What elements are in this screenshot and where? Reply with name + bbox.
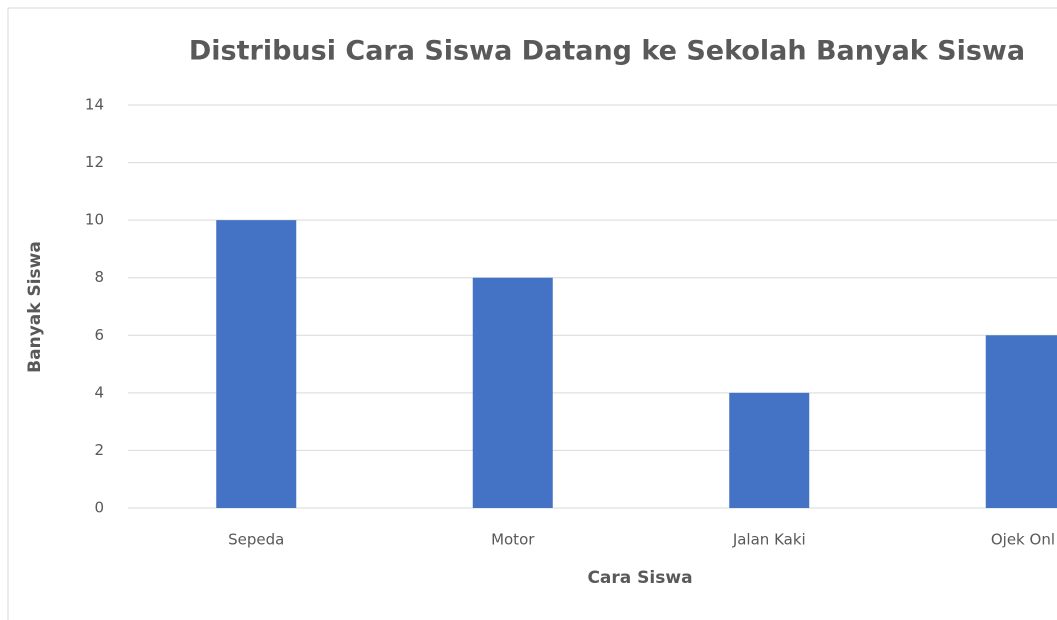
x-tick-label: Motor xyxy=(491,531,535,549)
x-tick-label: Ojek Onl xyxy=(991,531,1055,549)
y-tick-label: 6 xyxy=(94,326,104,344)
y-tick-label: 0 xyxy=(94,499,104,517)
x-tick-label: Jalan Kaki xyxy=(732,531,806,549)
y-tick-label: 4 xyxy=(94,383,104,401)
y-tick-label: 12 xyxy=(85,153,104,171)
bar xyxy=(472,277,553,508)
x-tick-label: Sepeda xyxy=(228,531,284,549)
y-tick-label: 2 xyxy=(94,441,104,459)
y-tick-label: 8 xyxy=(94,268,104,286)
y-tick-label: 10 xyxy=(85,211,104,229)
chart-title: Distribusi Cara Siswa Datang ke Sekolah … xyxy=(189,36,1025,67)
x-axis-title: Cara Siswa xyxy=(587,568,692,588)
y-tick-label: 14 xyxy=(85,96,104,114)
bar xyxy=(216,220,297,508)
bar xyxy=(985,335,1057,508)
y-axis-title: Banyak Siswa xyxy=(25,241,45,373)
bar xyxy=(729,392,810,508)
